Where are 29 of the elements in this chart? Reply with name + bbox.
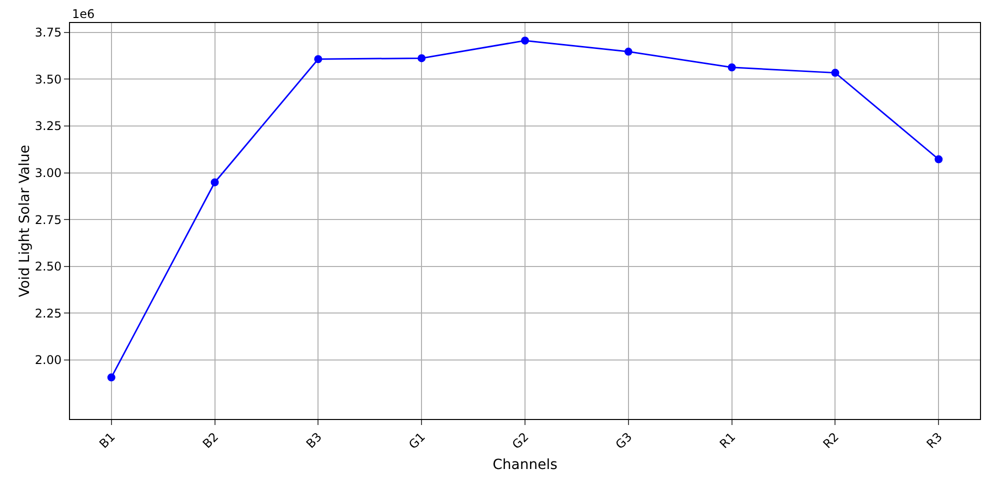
text: 1e6 (72, 7, 95, 21)
x-tick-label: R1 (716, 430, 738, 452)
point (107, 373, 116, 382)
point (624, 48, 632, 56)
point (934, 155, 943, 164)
point (314, 55, 322, 64)
y-tick-label: 2.75 (34, 212, 62, 227)
x-tick-label: R2 (820, 430, 842, 452)
y-tick-label: 3.25 (34, 119, 62, 134)
x-tick-label: G2 (509, 430, 532, 452)
point (728, 63, 736, 72)
x-tick-label: G1 (406, 430, 428, 452)
x-tick-label: G3 (612, 430, 635, 452)
point (521, 36, 529, 45)
point (831, 68, 840, 77)
y-tick-label: 2.25 (34, 306, 62, 320)
y-axis-title: Void Light Solar Value (16, 144, 33, 298)
x-tick-label: B1 (96, 430, 118, 451)
x-tick-label: B2 (200, 430, 222, 451)
y-tick-label: 3.00 (34, 166, 62, 180)
y-tick-label: 2.00 (34, 353, 62, 368)
point (418, 54, 426, 62)
y-tick-label: 3.75 (34, 26, 62, 40)
x-tick-label: B3 (303, 430, 325, 451)
x-tick-label: R3 (924, 430, 946, 452)
y-tick-label: 3.50 (34, 72, 62, 86)
x-axis-title: Channels (492, 457, 558, 474)
point (210, 178, 219, 186)
y-tick-label: 2.50 (34, 260, 62, 274)
